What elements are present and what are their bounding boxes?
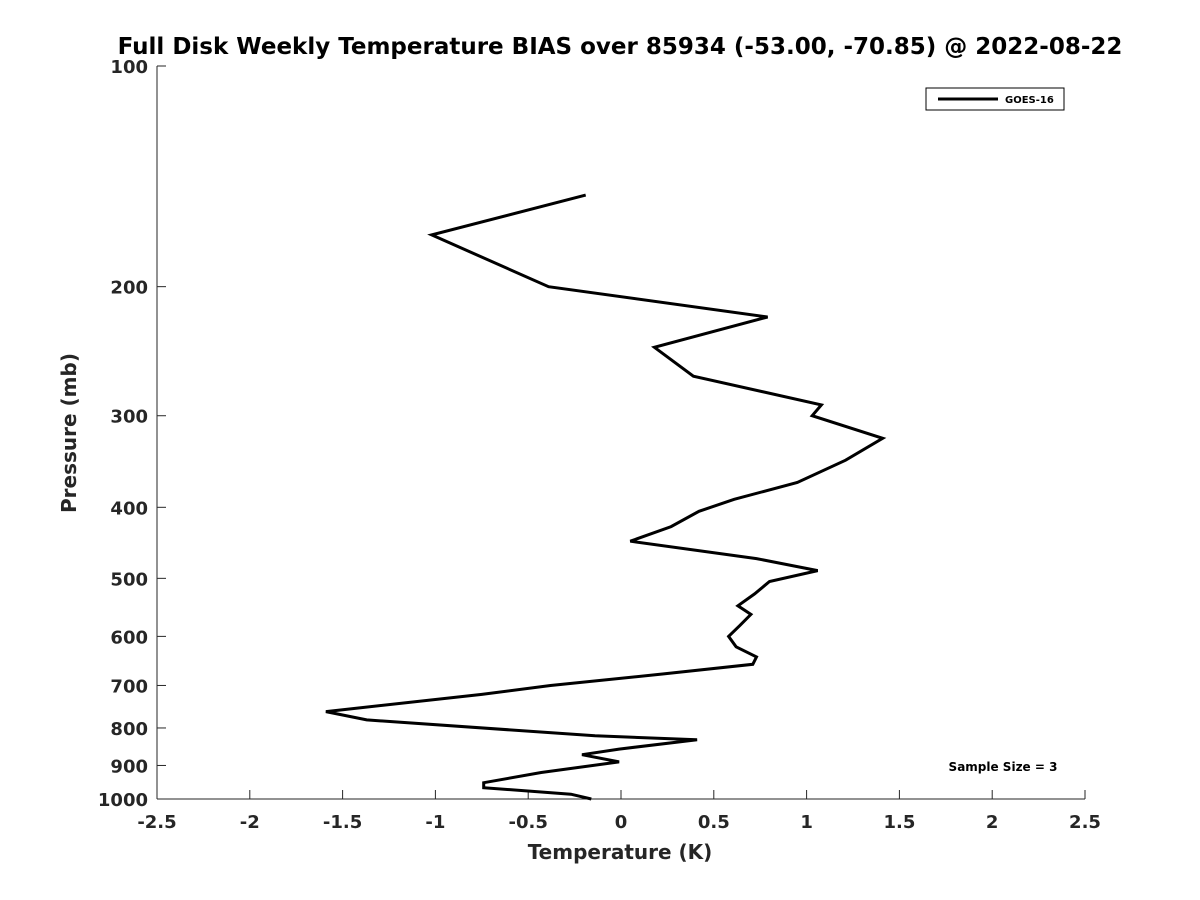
x-tick-label: -2 xyxy=(240,812,260,833)
x-tick-label: 0.5 xyxy=(698,812,730,833)
x-tick-label: 0 xyxy=(615,812,628,833)
x-tick-label: 2.5 xyxy=(1069,812,1101,833)
x-tick-label: 2 xyxy=(986,812,999,833)
y-tick-label: 300 xyxy=(110,407,148,428)
legend: GOES-16 xyxy=(925,87,1065,111)
series-line-goes-16 xyxy=(325,193,887,801)
y-tick-label: 400 xyxy=(110,498,148,519)
x-tick-label: 1.5 xyxy=(883,812,915,833)
x-axis-label: Temperature (K) xyxy=(528,840,713,864)
y-axis-label: Pressure (mb) xyxy=(57,353,81,513)
x-axis-ticks: -2.5 -2 -1.5 -1 -0.5 0 0.5 1 1.5 2 2.5 xyxy=(137,790,1101,833)
y-tick-label: 200 xyxy=(110,278,148,299)
y-tick-label: 1000 xyxy=(98,790,148,811)
y-tick-label: 500 xyxy=(110,569,148,590)
sample-size-annotation: Sample Size = 3 xyxy=(949,760,1058,774)
x-tick-label: -0.5 xyxy=(509,812,548,833)
x-tick-label: -2.5 xyxy=(137,812,176,833)
plot-axes xyxy=(156,66,1085,800)
y-axis-ticks: 100 200 300 400 500 600 700 800 900 1000 xyxy=(98,57,166,811)
x-tick-label: -1.5 xyxy=(323,812,362,833)
chart-title: Full Disk Weekly Temperature BIAS over 8… xyxy=(118,34,1123,60)
legend-entry-goes-16: GOES-16 xyxy=(1005,95,1054,106)
y-tick-label: 100 xyxy=(110,57,148,78)
x-tick-label: -1 xyxy=(425,812,445,833)
y-tick-label: 600 xyxy=(110,627,148,648)
y-tick-label: 900 xyxy=(110,756,148,777)
y-tick-label: 700 xyxy=(110,676,148,697)
y-tick-label: 800 xyxy=(110,719,148,740)
x-tick-label: 1 xyxy=(800,812,813,833)
